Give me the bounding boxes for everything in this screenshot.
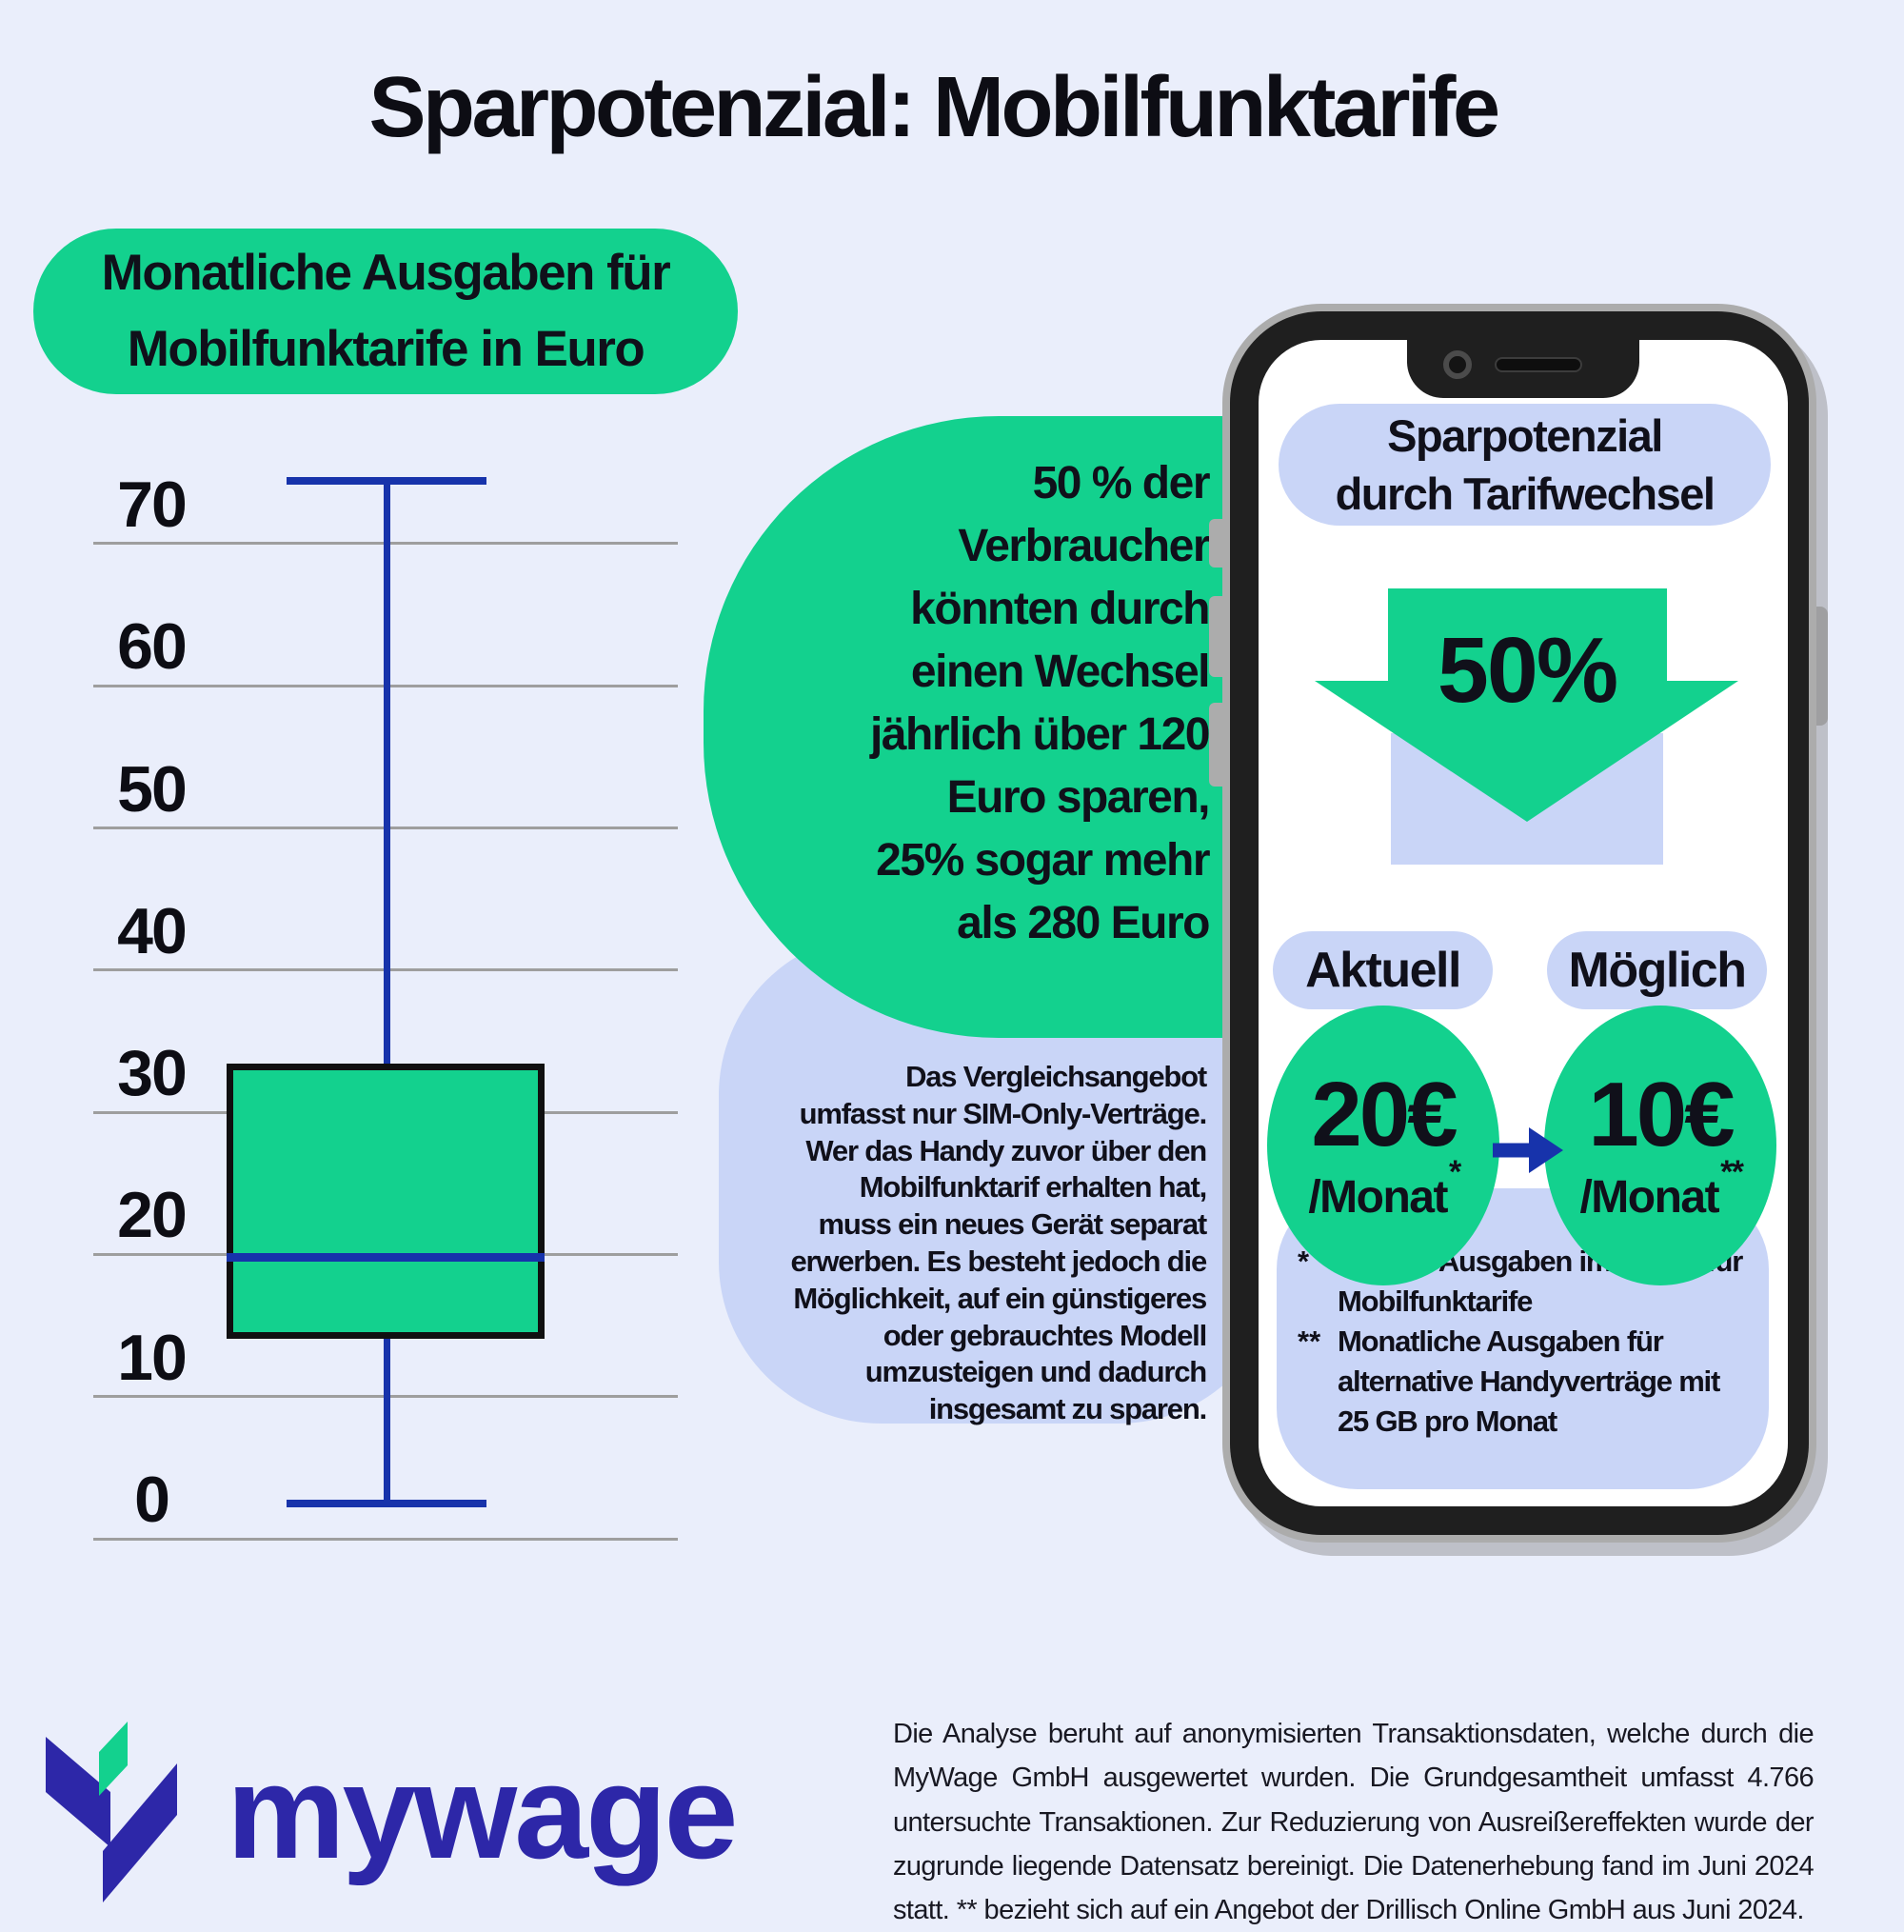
savings-percentage: 50%	[1437, 618, 1618, 722]
possible-price-circle: 10€ /Monat**	[1544, 1006, 1776, 1285]
phone-mute-switch	[1209, 519, 1230, 568]
phone-header-badge: Sparpotenzial durch Tarifwechsel	[1279, 404, 1771, 526]
blue-callout-text: Das Vergleichsangebot umfasst nur SIM-On…	[790, 1060, 1207, 1426]
footnote-marker: *	[1298, 1245, 1310, 1278]
page-title: Sparpotenzial: Mobilfunktarife	[368, 60, 1500, 155]
speaker-grille-icon	[1495, 357, 1582, 372]
possible-price-unit: /Monat**	[1579, 1153, 1744, 1223]
footnote-text: Monatliche Ausgaben für alternative Hand…	[1338, 1325, 1720, 1438]
current-label-badge: Aktuell	[1273, 931, 1493, 1009]
axis-tick-label: 60	[117, 610, 188, 684]
boxplot-chart: 70 60 50 40 30 20 10 0	[0, 0, 724, 1619]
phone-volume-up-button	[1209, 596, 1230, 677]
phone-volume-down-button	[1209, 703, 1230, 787]
footnote-entry: ** Monatliche Ausgaben für alternative H…	[1298, 1322, 1750, 1442]
whisker-cap-max	[287, 477, 486, 486]
footnote-marker: **	[1720, 1153, 1744, 1190]
whisker-line	[383, 481, 390, 1504]
axis-tick-label: 20	[117, 1179, 188, 1252]
footnote-marker: *	[1448, 1153, 1461, 1190]
right-arrow-icon	[1493, 1127, 1563, 1173]
current-price-circle: 20€ /Monat*	[1267, 1006, 1499, 1285]
green-callout-blob	[704, 416, 1280, 1038]
mywage-wordmark: mywage	[227, 1737, 738, 1886]
mywage-logo-icon	[46, 1722, 177, 1902]
possible-label-badge: Möglich	[1547, 931, 1767, 1009]
gridline	[93, 1537, 678, 1541]
axis-tick-label: 30	[117, 1037, 188, 1110]
whisker-cap-min	[287, 1499, 486, 1507]
possible-price: 10€	[1588, 1063, 1735, 1165]
axis-tick-label: 10	[117, 1321, 188, 1394]
footnote-marker: **	[1298, 1325, 1321, 1358]
axis-tick-label: 70	[117, 468, 188, 541]
current-price: 20€	[1311, 1063, 1458, 1165]
green-callout-text: 50 % der Verbraucher könnten durch einen…	[870, 458, 1211, 948]
chart-title-badge: Monatliche Ausgaben für Mobilfunktarife …	[33, 229, 738, 394]
camera-icon	[1443, 350, 1472, 379]
axis-tick-label: 0	[134, 1464, 170, 1536]
current-price-unit: /Monat*	[1308, 1153, 1461, 1223]
mywage-logo: mywage	[38, 1704, 762, 1914]
down-arrow-icon	[1315, 588, 1738, 822]
axis-tick-label: 40	[117, 894, 188, 967]
axis-tick-label: 50	[117, 752, 188, 826]
methodology-footer: Die Analyse beruht auf anonymisierten Tr…	[893, 1719, 1815, 1926]
median-line	[227, 1252, 545, 1262]
iqr-box	[227, 1063, 545, 1339]
